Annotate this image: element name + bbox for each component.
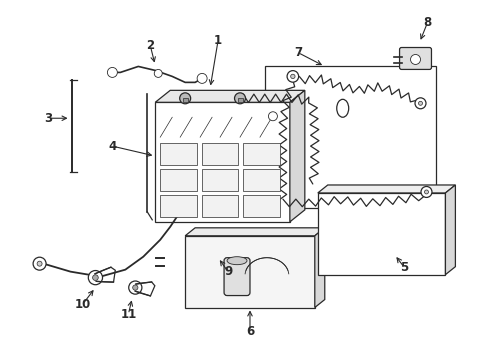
Circle shape [37, 261, 42, 266]
Bar [160, 195, 197, 217]
Circle shape [269, 112, 277, 121]
Circle shape [180, 93, 191, 104]
Circle shape [291, 74, 295, 78]
Text: 4: 4 [108, 140, 117, 153]
Bar [244, 169, 280, 191]
Circle shape [421, 186, 432, 197]
Text: 7: 7 [294, 46, 302, 59]
Polygon shape [185, 228, 325, 236]
Bar [183, 98, 188, 102]
Text: 11: 11 [120, 308, 136, 321]
Circle shape [93, 275, 98, 280]
Bar [318, 193, 445, 275]
Bar [155, 102, 290, 222]
Ellipse shape [337, 99, 349, 117]
FancyBboxPatch shape [399, 48, 432, 69]
Circle shape [107, 67, 118, 77]
Text: 6: 6 [246, 325, 254, 338]
Circle shape [129, 281, 142, 294]
Text: 9: 9 [224, 265, 232, 278]
Bar [202, 195, 238, 217]
Circle shape [133, 285, 138, 290]
Circle shape [418, 101, 422, 105]
Polygon shape [445, 185, 455, 275]
Polygon shape [290, 90, 305, 222]
Text: 5: 5 [400, 261, 409, 274]
Bar [244, 195, 280, 217]
Circle shape [235, 93, 245, 104]
Bar [185, 236, 315, 307]
Ellipse shape [227, 257, 247, 265]
Text: 8: 8 [423, 16, 432, 29]
Bar [160, 169, 197, 191]
Circle shape [415, 98, 426, 109]
Text: 2: 2 [146, 39, 154, 52]
Text: 10: 10 [74, 298, 91, 311]
Polygon shape [155, 90, 305, 102]
Polygon shape [318, 185, 455, 193]
Circle shape [88, 270, 102, 285]
Polygon shape [315, 228, 325, 307]
Bar [238, 98, 243, 102]
Bar [160, 143, 197, 165]
FancyBboxPatch shape [224, 258, 250, 296]
Circle shape [287, 71, 298, 82]
Circle shape [154, 69, 162, 77]
Circle shape [424, 190, 428, 194]
Text: 1: 1 [214, 34, 222, 47]
Bar [265, 67, 437, 208]
Bar [202, 169, 238, 191]
Circle shape [197, 73, 207, 84]
Circle shape [411, 54, 420, 64]
Bar [244, 143, 280, 165]
Bar [202, 143, 238, 165]
Circle shape [33, 257, 46, 270]
Text: 3: 3 [45, 112, 52, 125]
